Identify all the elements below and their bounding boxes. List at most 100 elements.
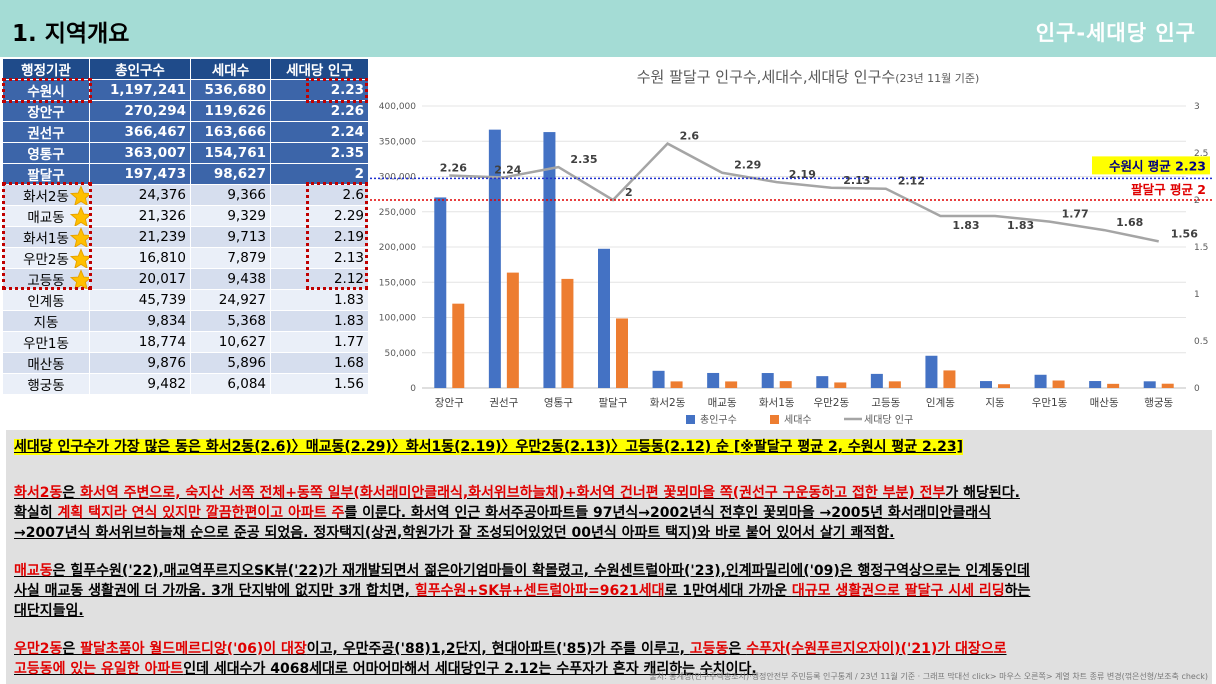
note-p1-a: 화서2동 bbox=[14, 485, 63, 501]
row-households: 9,438 bbox=[190, 268, 271, 290]
row-ratio: 2.29 bbox=[270, 205, 369, 227]
bar-households bbox=[1161, 383, 1174, 388]
ratio-data-label: 2 bbox=[625, 186, 633, 199]
row-ratio: 2.24 bbox=[270, 121, 369, 143]
table-row: 행궁동 9,482 6,084 1.56 bbox=[2, 373, 369, 395]
page-header: 1. 지역개요 인구-세대당 인구 bbox=[0, 0, 1216, 57]
bar-population bbox=[598, 248, 610, 388]
bar-households bbox=[1107, 383, 1120, 388]
highlight-box-suwon-name bbox=[2, 78, 92, 103]
legend-label: 총인구수 bbox=[700, 414, 737, 426]
row-population: 21,326 bbox=[89, 205, 191, 227]
bar-population bbox=[980, 381, 992, 388]
population-table: 행정기관 총인구수 세대수 세대당 인구 수원시 1,197,241 536,6… bbox=[2, 58, 369, 395]
table-row: 권선구 366,467 163,666 2.24 bbox=[2, 121, 369, 143]
bar-population bbox=[488, 129, 501, 389]
table-row: 팔달구 197,473 98,627 2 bbox=[2, 163, 369, 185]
note-p3-d: 이고, 우만주공('88)1,2단지, 현대아파트('85)가 주를 이루고, bbox=[306, 641, 690, 657]
row-name: 장안구 bbox=[2, 100, 90, 122]
row-ratio: 2.26 bbox=[270, 100, 369, 122]
bar-households bbox=[779, 381, 792, 388]
row-households: 10,627 bbox=[190, 331, 271, 353]
chart-title-note: (23년 11월 기준) bbox=[895, 72, 979, 85]
bar-population bbox=[816, 376, 829, 388]
y-left-tick-label: 300,000 bbox=[379, 173, 416, 183]
bar-households bbox=[943, 370, 956, 388]
row-households: 7,879 bbox=[190, 247, 271, 269]
row-ratio: 2.12 bbox=[270, 268, 369, 290]
row-ratio: 1.68 bbox=[270, 352, 369, 374]
x-tick-label: 지동 bbox=[985, 397, 1005, 409]
row-households: 154,761 bbox=[190, 142, 271, 164]
star-icon bbox=[70, 206, 89, 226]
row-households: 9,366 bbox=[190, 184, 271, 206]
bar-households bbox=[616, 318, 628, 388]
row-population: 16,810 bbox=[89, 247, 191, 269]
table-row: 인계동 45,739 24,927 1.83 bbox=[2, 289, 369, 311]
x-tick-label: 화서1동 bbox=[759, 397, 795, 409]
row-ratio: 1.83 bbox=[270, 310, 369, 332]
row-households: 24,927 bbox=[190, 289, 271, 311]
ratio-data-label: 2.26 bbox=[440, 162, 467, 175]
row-name: 권선구 bbox=[2, 121, 90, 143]
row-population: 24,376 bbox=[89, 184, 191, 206]
y-left-tick-label: 250,000 bbox=[379, 208, 416, 218]
note-p2-line2c: 로 1만여세대 가까운 bbox=[664, 583, 792, 599]
note-p2-line2e: 하는 bbox=[1004, 583, 1031, 599]
chart-reference-lines: 수원시 평균 2.23 팔달구 평균 2 bbox=[368, 156, 1214, 201]
y-right-tick-label: 0.5 bbox=[1194, 337, 1208, 347]
row-ratio: 2 bbox=[270, 163, 369, 185]
row-households: 119,626 bbox=[190, 100, 271, 122]
page-subtitle: 인구-세대당 인구 bbox=[1035, 21, 1196, 45]
x-tick-label: 고등동 bbox=[871, 397, 900, 409]
row-ratio: 2.13 bbox=[270, 247, 369, 269]
bar-population bbox=[870, 373, 883, 388]
bar-households bbox=[725, 381, 738, 388]
note-p3-line2: 고등동에 있는 유일한 아파트인데 세대수가 4068세대로 어마어마해서 세대… bbox=[14, 658, 757, 678]
row-households: 5,896 bbox=[190, 352, 271, 374]
star-icon bbox=[70, 248, 89, 268]
legend-swatch bbox=[770, 415, 779, 424]
table-row: 우만1동 18,774 10,627 1.77 bbox=[2, 331, 369, 353]
note-p1-line1: 화서2동은 화서역 주변으로, 숙지산 서쪽 전체+동쪽 일부(화서래미안클래식… bbox=[14, 482, 1020, 502]
column-header-households: 세대수 bbox=[190, 58, 271, 80]
row-name: 매교동 bbox=[27, 210, 65, 226]
row-population: 9,876 bbox=[89, 352, 191, 374]
note-p1-line2a: 확실히 bbox=[14, 505, 58, 521]
y-right-tick-label: 3 bbox=[1194, 102, 1200, 112]
row-households: 5,368 bbox=[190, 310, 271, 332]
notes-panel: 세대당 인구수가 가장 많은 동은 화서2동(2.6)〉매교동(2.29)〉화서… bbox=[6, 430, 1212, 684]
bar-population bbox=[1143, 381, 1156, 388]
row-ratio: 1.83 bbox=[270, 289, 369, 311]
x-tick-label: 팔달구 bbox=[599, 397, 628, 409]
star-icon bbox=[70, 269, 89, 289]
note-p1-line2b: 계획 택지라 연식 있지만 깔끔한편이고 아파트 주 bbox=[57, 505, 345, 521]
note-p2-line3: 대단지들임. bbox=[14, 600, 84, 620]
row-households: 536,680 bbox=[190, 79, 271, 101]
x-tick-label: 행궁동 bbox=[1144, 397, 1173, 409]
y-left-tick-label: 400,000 bbox=[379, 102, 416, 112]
star-icon bbox=[70, 227, 89, 247]
note-p2-a: 매교동 bbox=[14, 563, 53, 579]
table-row: 매산동 9,876 5,896 1.68 bbox=[2, 352, 369, 374]
table-row: 영통구 363,007 154,761 2.35 bbox=[2, 142, 369, 164]
row-population: 45,739 bbox=[89, 289, 191, 311]
chart-legend: 총인구수 세대수 세대당 인구 bbox=[686, 414, 913, 426]
note-p1-b: 은 bbox=[62, 485, 81, 501]
y-right-tick-label: 1 bbox=[1194, 290, 1200, 300]
row-ratio: 2.6 bbox=[270, 184, 369, 206]
y-left-tick-label: 150,000 bbox=[379, 278, 416, 288]
row-population: 197,473 bbox=[89, 163, 191, 185]
row-name: 우만1동 bbox=[2, 331, 90, 353]
y-right-tick-label: 1.5 bbox=[1194, 243, 1208, 253]
row-name: 지동 bbox=[2, 310, 90, 332]
note-p2-line2: 사실 매교동 생활권에 더 가까움. 3개 단지밖에 없지만 3개 합치면, 힐… bbox=[14, 580, 1030, 600]
row-name: 매산동 bbox=[2, 352, 90, 374]
ratio-data-label: 2.24 bbox=[494, 163, 521, 176]
table-row: 장안구 270,294 119,626 2.26 bbox=[2, 100, 369, 122]
y-left-tick-label: 100,000 bbox=[379, 314, 416, 324]
ratio-data-label: 1.83 bbox=[1007, 219, 1034, 232]
note-p3-line2a: 고등동에 있는 유일한 아파트 bbox=[14, 661, 184, 677]
row-population: 9,834 bbox=[89, 310, 191, 332]
column-header-ratio: 세대당 인구 bbox=[270, 58, 369, 80]
